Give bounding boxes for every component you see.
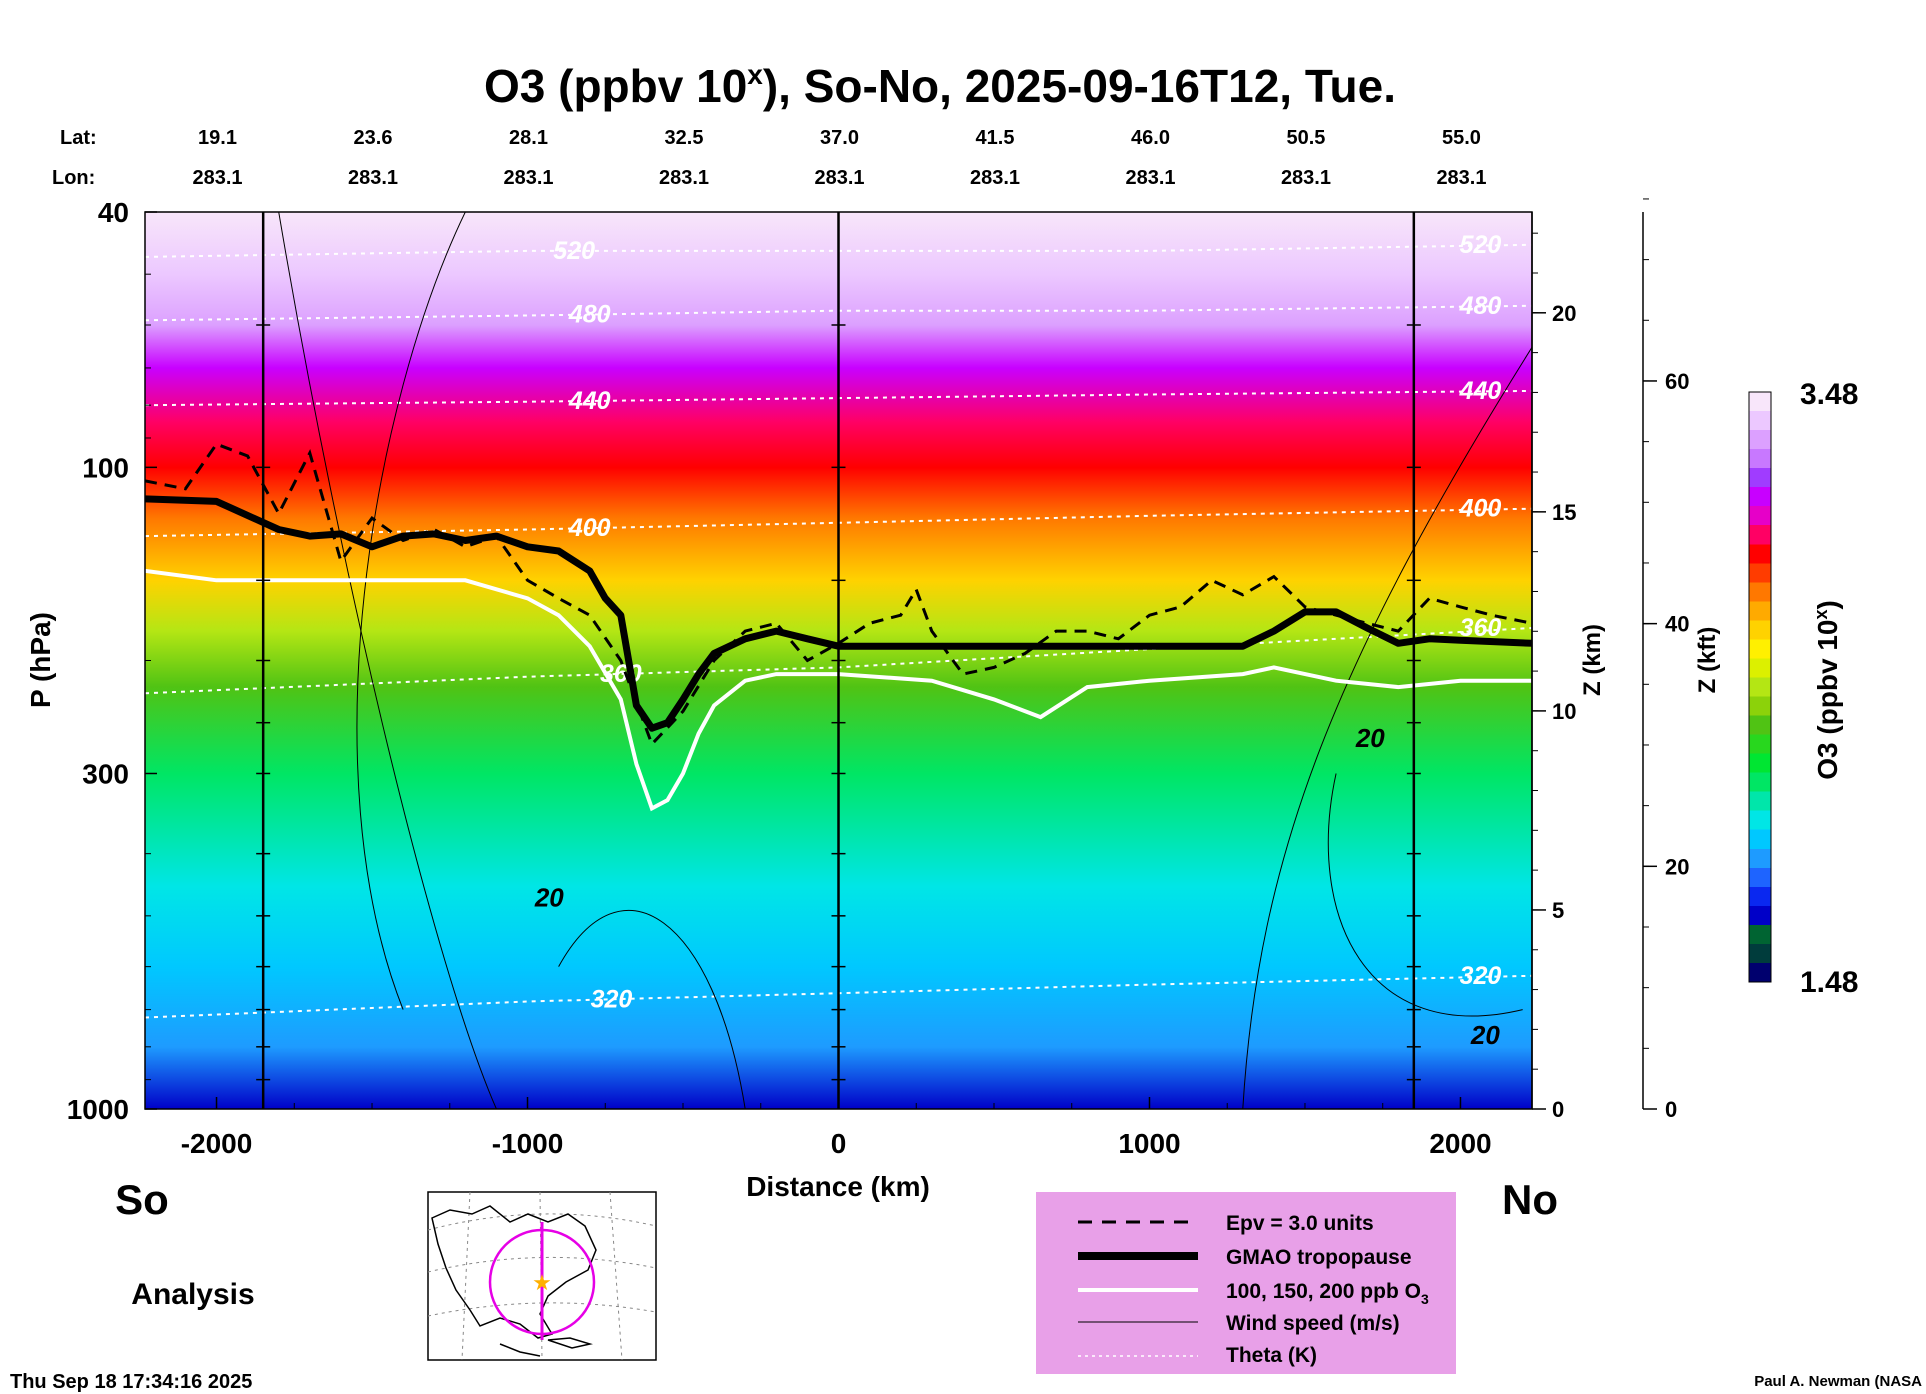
gmao-tropopause-line xyxy=(145,495,1532,732)
z-kft-tick-label: 20 xyxy=(1665,854,1689,879)
x-axis-tick-label: 0 xyxy=(831,1128,847,1159)
lat-value: 32.5 xyxy=(665,127,704,149)
theta-label: 320 xyxy=(591,985,633,1013)
wind-contour xyxy=(558,909,746,1109)
x-axis-tick-label: 2000 xyxy=(1429,1128,1491,1159)
legend-label-epv: Epv = 3.0 units xyxy=(1226,1212,1374,1235)
wind-contour xyxy=(1242,347,1532,1109)
chart-title: O3 (ppbv 10x), So-No, 2025-09-16T12, Tue… xyxy=(484,59,1396,112)
lon-value: 283.1 xyxy=(503,167,553,189)
z-km-tick-label: 20 xyxy=(1552,301,1576,326)
x-axis-tick-label: 1000 xyxy=(1118,1128,1180,1159)
lon-value: 283.1 xyxy=(659,167,709,189)
y-axis-tick-label: 40 xyxy=(98,197,129,228)
lon-value: 283.1 xyxy=(348,167,398,189)
y-axis-tick-label: 300 xyxy=(82,758,129,789)
x-axis-tick-label: -2000 xyxy=(181,1128,253,1159)
z-kft-tick-label: 60 xyxy=(1665,369,1689,394)
wind-contour xyxy=(356,212,466,1010)
wind-contour xyxy=(1327,773,1523,1017)
legend-label-o3-prefix: 100, 150, 200 ppb O xyxy=(1226,1280,1421,1303)
theta-label: 400 xyxy=(568,514,611,542)
colorbar-title-superscript: x xyxy=(1811,610,1831,620)
o3-100ppb-contour xyxy=(145,568,1532,812)
colorbar-title-prefix: O3 (ppbv 10 xyxy=(1812,620,1843,780)
analysis-label: Analysis xyxy=(131,1278,254,1311)
footer-timestamp: Thu Sep 18 17:34:16 2025 xyxy=(10,1371,252,1393)
lon-value: 283.1 xyxy=(1436,167,1486,189)
legend-label-tropopause: GMAO tropopause xyxy=(1226,1246,1412,1269)
legend-label-theta: Theta (K) xyxy=(1226,1344,1317,1367)
chart-title-prefix: O3 (ppbv 10 xyxy=(484,60,747,112)
lon-row-label: Lon: xyxy=(52,167,95,189)
wind-speed-label: 20 xyxy=(534,883,564,913)
colorbar-title: O3 (ppbv 10x) xyxy=(1811,600,1843,780)
header-rows: Lat: Lon: 19.1 23.6 28.1 32.5 37.0 41.5 46.0 50… xyxy=(52,127,1487,189)
legend-label-o3-contour: 100, 150, 200 ppb O3 xyxy=(1226,1280,1429,1307)
legend: Epv = 3.0 units GMAO tropopause 100, 150… xyxy=(1036,1192,1456,1374)
theta-label: 480 xyxy=(1459,292,1502,320)
z-kft-axis-label: Z (kft) xyxy=(1694,627,1721,694)
lon-value: 283.1 xyxy=(814,167,864,189)
z-km-axis-label: Z (km) xyxy=(1579,624,1606,696)
z-kft-tick-label: 40 xyxy=(1665,612,1689,637)
lat-value: 19.1 xyxy=(198,127,237,149)
theta-label: 520 xyxy=(553,237,595,265)
chart-title-superscript: x xyxy=(747,59,763,90)
wind-speed-label: 20 xyxy=(1355,723,1385,753)
lat-value: 37.0 xyxy=(820,127,859,149)
z-km-tick-label: 5 xyxy=(1552,898,1564,923)
legend-label-wind: Wind speed (m/s) xyxy=(1226,1312,1400,1335)
y-axis-label: P (hPa) xyxy=(25,612,56,708)
lat-value: 41.5 xyxy=(976,127,1015,149)
theta-label: 440 xyxy=(1459,377,1502,405)
map-center-star-icon: ★ xyxy=(532,1270,552,1295)
colorbar-min-label: 1.48 xyxy=(1800,966,1858,999)
colorbar: 3.48 1.48 O3 (ppbv 10x) xyxy=(1748,378,1858,999)
theta-label: 480 xyxy=(568,301,611,329)
epv-contour xyxy=(145,442,1532,747)
z-km-tick-label: 10 xyxy=(1552,699,1576,724)
north-label: No xyxy=(1502,1176,1558,1223)
lat-value: 46.0 xyxy=(1131,127,1170,149)
lon-value: 283.1 xyxy=(1125,167,1175,189)
theta-label: 400 xyxy=(1459,495,1502,523)
footer-credit: Paul A. Newman (NASA xyxy=(1754,1373,1922,1390)
y-axis-tick-label: 100 xyxy=(82,452,129,483)
colorbar-title-suffix: ) xyxy=(1812,600,1843,609)
x-axis-tick-label: -1000 xyxy=(492,1128,564,1159)
lat-value: 23.6 xyxy=(354,127,393,149)
coastline-north-america xyxy=(431,1205,597,1339)
z-kft-tick-label: 0 xyxy=(1665,1097,1677,1122)
wind-speed-label: 20 xyxy=(1470,1020,1500,1050)
theta-label: 320 xyxy=(1460,962,1502,990)
z-km-tick-label: 15 xyxy=(1552,500,1576,525)
lat-value: 55.0 xyxy=(1442,127,1481,149)
wind-contour xyxy=(278,212,497,1109)
lon-value: 283.1 xyxy=(970,167,1020,189)
colorbar-max-label: 3.48 xyxy=(1800,378,1858,411)
theta-label: 440 xyxy=(568,387,611,415)
lon-value: 283.1 xyxy=(1281,167,1331,189)
lat-value: 50.5 xyxy=(1287,127,1326,149)
locator-map: ★ xyxy=(427,1191,657,1361)
x-axis-label: Distance (km) xyxy=(746,1171,930,1202)
colorbar-gradient xyxy=(1748,391,1772,983)
z-km-tick-label: 0 xyxy=(1552,1097,1564,1122)
lat-value: 28.1 xyxy=(509,127,548,149)
coastline-caribbean xyxy=(499,1337,593,1357)
south-label: So xyxy=(115,1176,169,1223)
y-axis-tick-label: 1000 xyxy=(67,1094,129,1125)
lat-row-label: Lat: xyxy=(60,127,97,149)
theta-label: 520 xyxy=(1460,231,1502,259)
legend-label-o3-subscript: 3 xyxy=(1421,1291,1429,1307)
lon-value: 283.1 xyxy=(192,167,242,189)
chart-title-suffix: ), So-No, 2025-09-16T12, Tue. xyxy=(763,60,1396,112)
